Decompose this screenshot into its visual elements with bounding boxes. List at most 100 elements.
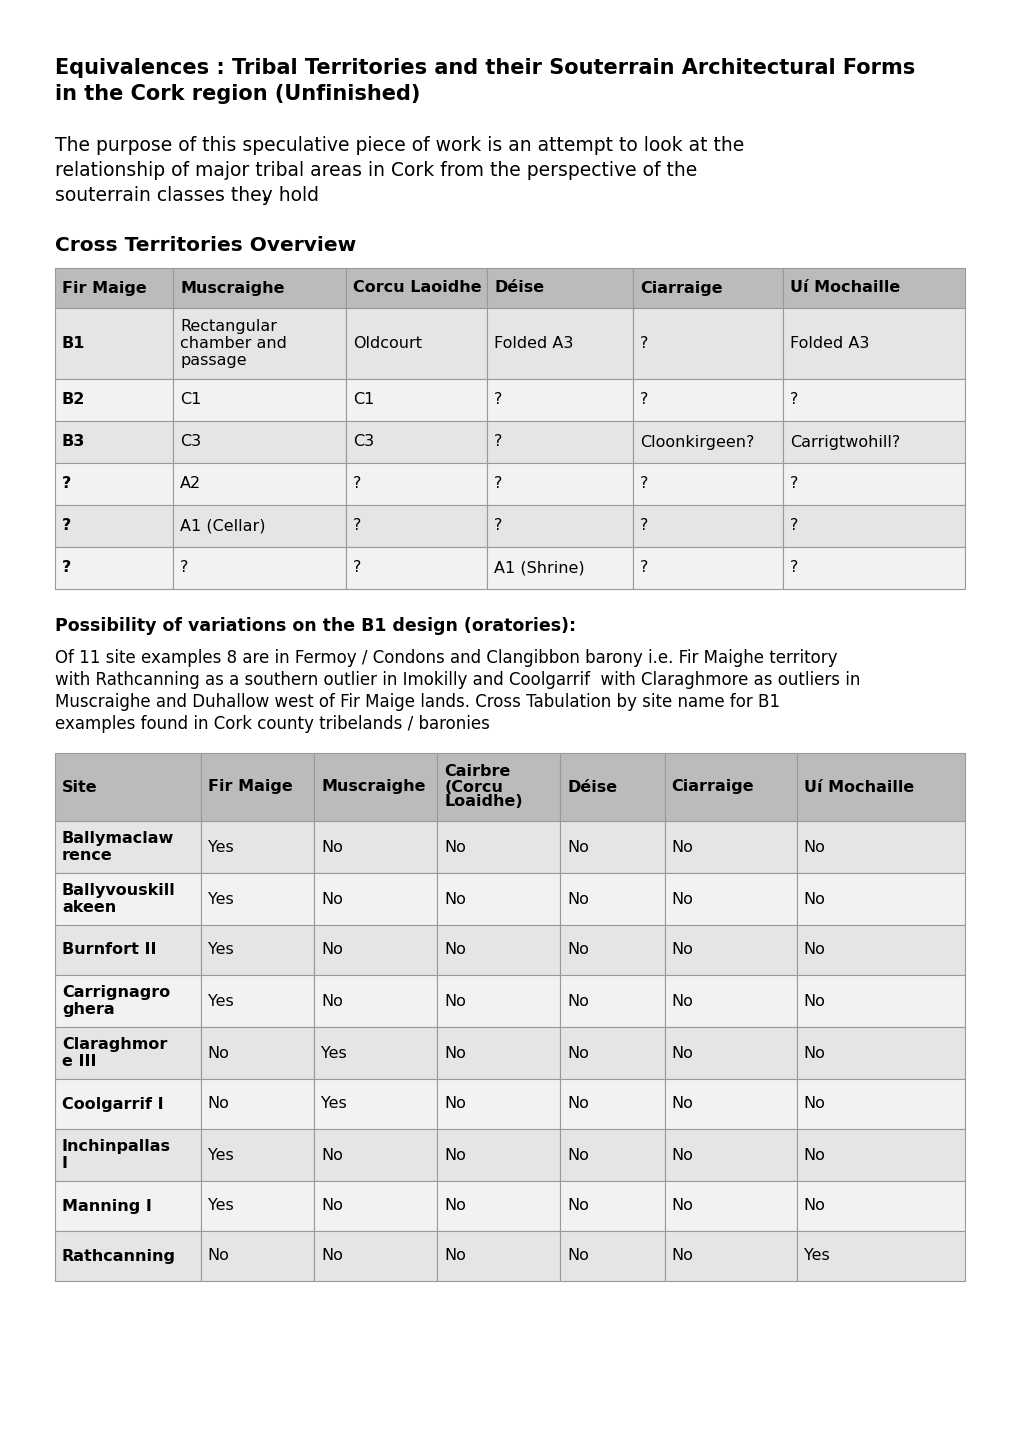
Text: No: No <box>803 1096 824 1112</box>
Text: Burnfort II: Burnfort II <box>62 943 156 957</box>
Text: Déise: Déise <box>494 281 544 296</box>
Text: Déise: Déise <box>567 780 616 795</box>
Bar <box>201 820 314 872</box>
Text: No: No <box>443 1148 466 1162</box>
Text: Manning I: Manning I <box>62 1198 152 1214</box>
Text: No: No <box>321 1249 342 1263</box>
Bar <box>173 309 345 379</box>
Bar <box>437 975 559 1027</box>
Bar <box>55 975 201 1027</box>
Bar <box>487 309 632 379</box>
Text: Folded A3: Folded A3 <box>790 336 868 350</box>
Bar <box>796 1181 964 1231</box>
Bar <box>314 975 437 1027</box>
Text: ?: ? <box>494 434 502 450</box>
Bar <box>55 1079 201 1129</box>
Text: No: No <box>803 1045 824 1060</box>
Text: No: No <box>443 891 466 907</box>
Text: No: No <box>443 839 466 855</box>
Text: ?: ? <box>790 392 798 408</box>
Text: ?: ? <box>353 561 361 575</box>
Bar <box>664 1079 796 1129</box>
Bar <box>796 1231 964 1280</box>
Bar <box>55 1181 201 1231</box>
Bar <box>437 753 559 820</box>
Text: ?: ? <box>494 476 502 492</box>
Text: ?: ? <box>353 476 361 492</box>
Bar <box>796 1129 964 1181</box>
Bar <box>201 1129 314 1181</box>
Bar <box>632 309 783 379</box>
Bar <box>201 1181 314 1231</box>
Text: Yes: Yes <box>208 1198 233 1214</box>
Text: No: No <box>672 891 693 907</box>
Bar <box>559 975 664 1027</box>
Text: No: No <box>443 1096 466 1112</box>
Bar <box>783 268 964 309</box>
Text: B3: B3 <box>62 434 86 450</box>
Text: Fir Maige: Fir Maige <box>208 780 292 795</box>
Text: akeen: akeen <box>62 900 116 916</box>
Bar <box>345 505 487 547</box>
Bar <box>796 820 964 872</box>
Bar <box>55 309 173 379</box>
Text: .: . <box>261 186 268 205</box>
Text: rence: rence <box>62 848 113 862</box>
Bar <box>783 379 964 421</box>
Text: Ciarraige: Ciarraige <box>639 281 721 296</box>
Bar <box>55 1027 201 1079</box>
Text: No: No <box>567 1198 588 1214</box>
Bar <box>487 463 632 505</box>
Bar <box>664 1027 796 1079</box>
Bar <box>783 547 964 588</box>
Text: relationship of major tribal areas in Cork from the perspective of the: relationship of major tribal areas in Co… <box>55 162 697 180</box>
Text: No: No <box>443 1249 466 1263</box>
Text: Possibility of variations on the B1 design (oratories):: Possibility of variations on the B1 desi… <box>55 617 576 634</box>
Text: ?: ? <box>790 476 798 492</box>
Text: No: No <box>208 1249 229 1263</box>
Bar <box>55 421 173 463</box>
Bar <box>437 924 559 975</box>
Text: ?: ? <box>353 519 361 534</box>
Text: Equivalences : Tribal Territories and their Souterrain Architectural Forms: Equivalences : Tribal Territories and th… <box>55 58 914 78</box>
Bar <box>487 379 632 421</box>
Text: No: No <box>321 943 342 957</box>
Text: No: No <box>803 891 824 907</box>
Text: ?: ? <box>790 561 798 575</box>
Text: (Corcu: (Corcu <box>443 780 502 795</box>
Text: No: No <box>672 943 693 957</box>
Text: Muscraighe and Duhallow west of Fir Maige lands. Cross Tabulation by site name f: Muscraighe and Duhallow west of Fir Maig… <box>55 694 780 711</box>
Bar <box>314 753 437 820</box>
Text: The purpose of this speculative piece of work is an attempt to look at the: The purpose of this speculative piece of… <box>55 136 744 154</box>
Text: Cairbre: Cairbre <box>443 764 511 780</box>
Text: ?: ? <box>639 561 648 575</box>
Text: e III: e III <box>62 1054 97 1069</box>
Bar <box>201 1231 314 1280</box>
Text: ?: ? <box>62 476 71 492</box>
Text: C1: C1 <box>353 392 374 408</box>
Bar <box>632 421 783 463</box>
Text: A1 (Shrine): A1 (Shrine) <box>494 561 584 575</box>
Text: No: No <box>803 839 824 855</box>
Text: ?: ? <box>639 336 648 350</box>
Text: No: No <box>321 1198 342 1214</box>
Text: No: No <box>803 1148 824 1162</box>
Text: A1 (Cellar): A1 (Cellar) <box>180 519 266 534</box>
Text: No: No <box>803 994 824 1008</box>
Bar <box>796 872 964 924</box>
Bar <box>345 268 487 309</box>
Bar <box>314 1027 437 1079</box>
Bar <box>796 975 964 1027</box>
Bar <box>55 820 201 872</box>
Bar <box>559 872 664 924</box>
Text: No: No <box>672 839 693 855</box>
Text: No: No <box>567 1096 588 1112</box>
Text: Site: Site <box>62 780 98 795</box>
Bar <box>201 924 314 975</box>
Bar <box>437 1181 559 1231</box>
Bar <box>796 753 964 820</box>
Text: Coolgarrif I: Coolgarrif I <box>62 1096 163 1112</box>
Bar <box>55 924 201 975</box>
Bar <box>314 1231 437 1280</box>
Text: ?: ? <box>790 519 798 534</box>
